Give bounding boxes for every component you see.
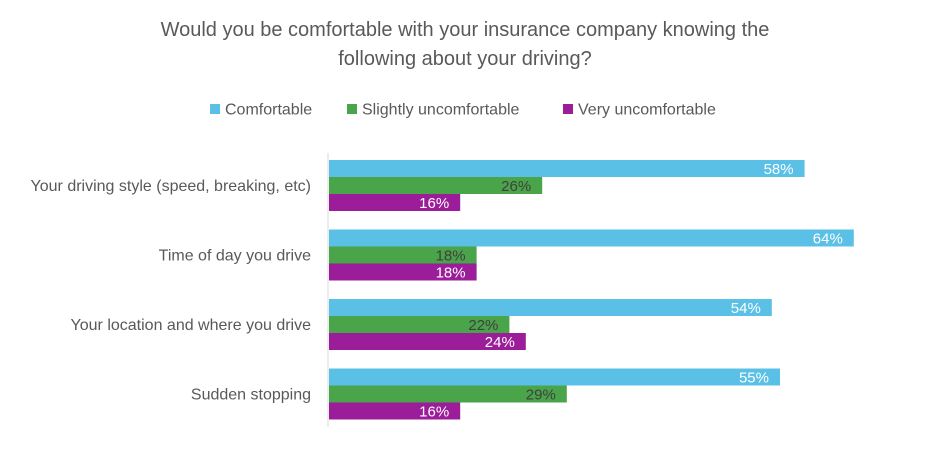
bar-very-uncomfortable xyxy=(329,402,461,420)
legend-label-comfortable: Comfortable xyxy=(225,102,312,119)
data-label-very-uncomfortable: 16% xyxy=(419,195,449,212)
legend-label-slightly-uncomfortable: Slightly uncomfortable xyxy=(362,102,520,119)
data-label-very-uncomfortable: 24% xyxy=(485,334,515,351)
bar-comfortable xyxy=(329,229,854,247)
data-label-comfortable: 64% xyxy=(813,231,843,248)
bar-slightly-uncomfortable xyxy=(329,385,567,403)
bar-very-uncomfortable xyxy=(329,194,461,211)
category-label: Your driving style (speed, breaking, etc… xyxy=(31,178,311,195)
data-label-comfortable: 54% xyxy=(731,300,761,317)
legend-swatch-comfortable xyxy=(210,104,220,114)
bar-slightly-uncomfortable xyxy=(329,316,510,333)
data-label-comfortable: 58% xyxy=(764,161,794,178)
category-label: Time of day you drive xyxy=(159,248,311,265)
data-label-slightly-uncomfortable: 29% xyxy=(526,387,556,404)
chart-title-line-2: following about your driving? xyxy=(338,48,592,70)
data-label-very-uncomfortable: 16% xyxy=(419,404,449,421)
bar-comfortable xyxy=(329,160,805,177)
legend-label-very-uncomfortable: Very uncomfortable xyxy=(578,102,716,119)
chart-title: Would you be comfortable with your insur… xyxy=(0,16,930,74)
data-labels: 58% 26% 16% 64% 18%18% 54% 22%24% 55% 29% 16% xyxy=(419,161,843,421)
category-labels: Your driving style (speed, breaking, etc… xyxy=(31,178,312,404)
data-label-very-uncomfortable: 18% xyxy=(436,265,466,282)
legend-swatch-slightly-uncomfortable xyxy=(347,104,357,114)
bars xyxy=(329,160,854,420)
category-label: Sudden stopping xyxy=(191,387,311,404)
bar-very-uncomfortable xyxy=(329,333,526,350)
category-label: Your location and where you drive xyxy=(71,317,312,334)
bar-comfortable xyxy=(329,368,780,386)
legend: Comfortable Slightly uncomfortable Very un… xyxy=(210,102,716,119)
bar-very-uncomfortable xyxy=(329,263,477,281)
data-label-slightly-uncomfortable: 22% xyxy=(468,317,498,334)
bar-slightly-uncomfortable xyxy=(329,246,477,264)
data-label-slightly-uncomfortable: 26% xyxy=(501,178,531,195)
bar-comfortable xyxy=(329,299,772,316)
legend-swatch-very-uncomfortable xyxy=(563,104,573,114)
bar-slightly-uncomfortable xyxy=(329,177,543,194)
chart-title-line-1: Would you be comfortable with your insur… xyxy=(160,19,770,41)
data-label-slightly-uncomfortable: 18% xyxy=(436,248,466,265)
data-label-comfortable: 55% xyxy=(739,370,769,387)
